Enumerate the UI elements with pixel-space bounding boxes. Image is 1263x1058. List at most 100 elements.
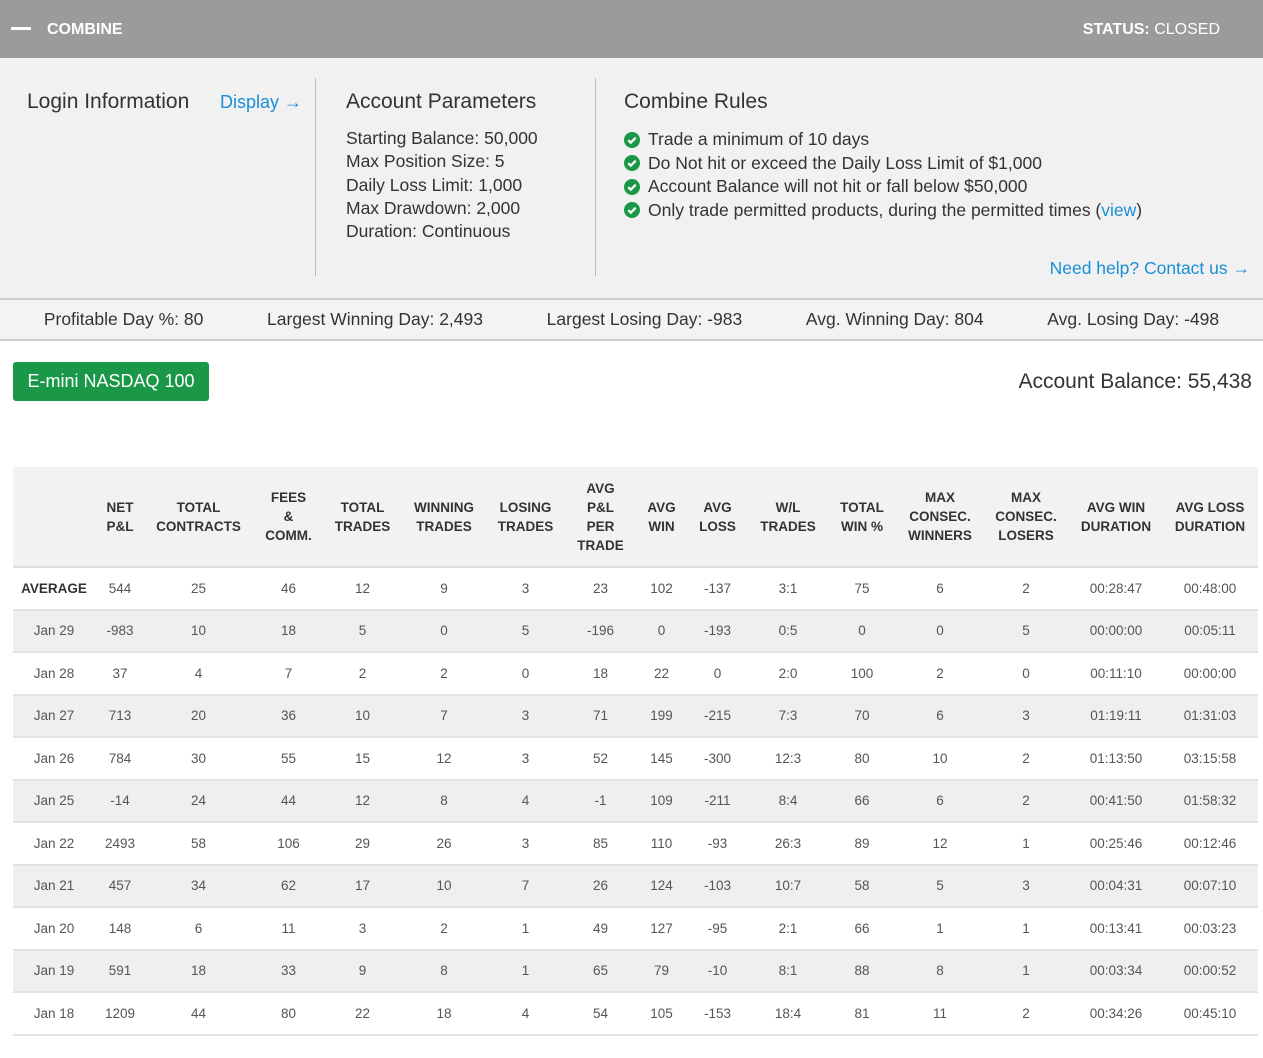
table-cell: 0 bbox=[826, 609, 898, 653]
table-cell: 3 bbox=[982, 694, 1070, 738]
rule-text: Do Not hit or exceed the Daily Loss Limi… bbox=[648, 152, 1042, 173]
table-cell: 12 bbox=[898, 822, 982, 866]
header-cell: AVG WIN DURATION bbox=[1070, 467, 1162, 568]
table-cell: 58 bbox=[145, 822, 252, 866]
table-cell: 52 bbox=[563, 737, 638, 781]
row-label: Jan 22 bbox=[13, 822, 95, 866]
row-label: Jan 18 bbox=[13, 992, 95, 1036]
row-label: Jan 27 bbox=[13, 694, 95, 738]
table-cell: 713 bbox=[95, 694, 145, 738]
rule: Trade a minimum of 10 days bbox=[624, 128, 1142, 152]
table-cell: 00:13:41 bbox=[1070, 907, 1162, 951]
rule-text: Only trade permitted products, during th… bbox=[648, 199, 1102, 220]
help-link[interactable]: Need help? Contact us → bbox=[1049, 258, 1250, 278]
table-cell: -300 bbox=[685, 737, 750, 781]
table-cell: 2 bbox=[982, 567, 1070, 611]
table-cell: 7 bbox=[252, 652, 325, 696]
table-cell: 5 bbox=[488, 609, 563, 653]
table-cell: 2 bbox=[982, 992, 1070, 1036]
parameters-title: Account Parameters bbox=[346, 90, 537, 113]
results-table: NET P&L TOTAL CONTRACTS FEES & COMM. TOTAL … bbox=[13, 467, 1258, 1036]
header-cell: AVG LOSS bbox=[685, 467, 750, 568]
table-row: Jan 26 784 30 55 15 12 3 52 145 -300 12:3 80 10 2 01:1… bbox=[13, 737, 1258, 781]
table-cell: -211 bbox=[685, 779, 750, 823]
table-cell: -14 bbox=[95, 779, 145, 823]
table-cell: 34 bbox=[145, 864, 252, 908]
table-cell: 01:58:32 bbox=[1162, 779, 1258, 823]
table-cell: 457 bbox=[95, 864, 145, 908]
product-button[interactable]: E-mini NASDAQ 100 bbox=[13, 362, 209, 401]
parameter: Max Drawdown: 2,000 bbox=[346, 197, 521, 218]
row-label: Jan 21 bbox=[13, 864, 95, 908]
table-cell: 79 bbox=[638, 949, 685, 993]
table-cell: 9 bbox=[325, 949, 400, 993]
table-cell: 18 bbox=[400, 992, 488, 1036]
table-cell: 12 bbox=[400, 737, 488, 781]
header-cell: MAX CONSEC. WINNERS bbox=[898, 467, 982, 568]
table-cell: 2 bbox=[400, 652, 488, 696]
table-cell: 00:03:23 bbox=[1162, 907, 1258, 951]
table-cell: 199 bbox=[638, 694, 685, 738]
table-cell: 55 bbox=[252, 737, 325, 781]
table-cell: 80 bbox=[252, 992, 325, 1036]
table-cell: 44 bbox=[252, 779, 325, 823]
stat: Largest Losing Day: -983 bbox=[546, 309, 743, 329]
stats-row: Profitable Day %: 80 Largest Winning Day:… bbox=[0, 298, 1263, 341]
header-cell: MAX CONSEC. LOSERS bbox=[982, 467, 1070, 568]
table-cell: 1 bbox=[488, 907, 563, 951]
table-cell: 3 bbox=[982, 864, 1070, 908]
header-cell: TOTAL CONTRACTS bbox=[145, 467, 252, 568]
rule: Account Balance will not hit or fall bel… bbox=[624, 175, 1142, 199]
header-bar: COMBINE STATUS: CLOSED bbox=[0, 0, 1263, 58]
header-title: COMBINE bbox=[47, 21, 123, 38]
table-cell: 7:3 bbox=[750, 694, 826, 738]
table-cell: 2 bbox=[982, 737, 1070, 781]
table-cell: 1 bbox=[982, 949, 1070, 993]
collapse-button[interactable] bbox=[11, 27, 31, 30]
table-cell: 0 bbox=[488, 652, 563, 696]
table-cell: 30 bbox=[145, 737, 252, 781]
check-icon bbox=[624, 178, 640, 195]
header-cell: AVG P&L PER TRADE bbox=[563, 467, 638, 568]
rule: Only trade permitted products, during th… bbox=[624, 199, 1142, 223]
table-row: Jan 22 2493 58 106 29 26 3 85 110 -93 26:3 89 12 1 00:… bbox=[13, 822, 1258, 866]
table-cell: 00:04:31 bbox=[1070, 864, 1162, 908]
table-cell: 81 bbox=[826, 992, 898, 1036]
table-row: Jan 19 591 18 33 9 8 1 65 79 -10 8:1 88 8 1 00:03:34 00… bbox=[13, 949, 1258, 993]
rule: Do Not hit or exceed the Daily Loss Limi… bbox=[624, 152, 1142, 176]
status-label: STATUS: bbox=[1082, 21, 1150, 38]
stat: Profitable Day %: 80 bbox=[43, 309, 204, 329]
rule-text: ) bbox=[1136, 199, 1143, 220]
rule-link[interactable]: view bbox=[1101, 199, 1137, 220]
check-icon bbox=[624, 155, 640, 172]
table-cell: 62 bbox=[252, 864, 325, 908]
table-cell: 0:5 bbox=[750, 609, 826, 653]
table-cell: 8:4 bbox=[750, 779, 826, 823]
table-cell: 2 bbox=[400, 907, 488, 951]
table-cell: 11 bbox=[898, 992, 982, 1036]
table-cell: 4 bbox=[145, 652, 252, 696]
rule-text: Account Balance will not hit or fall bel… bbox=[648, 176, 1028, 196]
table-cell: -137 bbox=[685, 567, 750, 611]
table-cell: 10:7 bbox=[750, 864, 826, 908]
table-cell: 1 bbox=[982, 907, 1070, 951]
table-cell: 6 bbox=[898, 694, 982, 738]
row-label: Jan 25 bbox=[13, 779, 95, 823]
table-cell: -93 bbox=[685, 822, 750, 866]
table-cell: 591 bbox=[95, 949, 145, 993]
table-cell: 00:00:00 bbox=[1070, 609, 1162, 653]
table-cell: 00:28:47 bbox=[1070, 567, 1162, 611]
table-cell: 10 bbox=[898, 737, 982, 781]
table-cell: -153 bbox=[685, 992, 750, 1036]
table-cell: 102 bbox=[638, 567, 685, 611]
table-cell: 2 bbox=[898, 652, 982, 696]
table-cell: 89 bbox=[826, 822, 898, 866]
table-cell: 80 bbox=[826, 737, 898, 781]
table-cell: 0 bbox=[982, 652, 1070, 696]
row-label: Jan 19 bbox=[13, 949, 95, 993]
table-cell: 105 bbox=[638, 992, 685, 1036]
table-cell: 2:0 bbox=[750, 652, 826, 696]
display-link[interactable]: Display → bbox=[220, 92, 303, 112]
